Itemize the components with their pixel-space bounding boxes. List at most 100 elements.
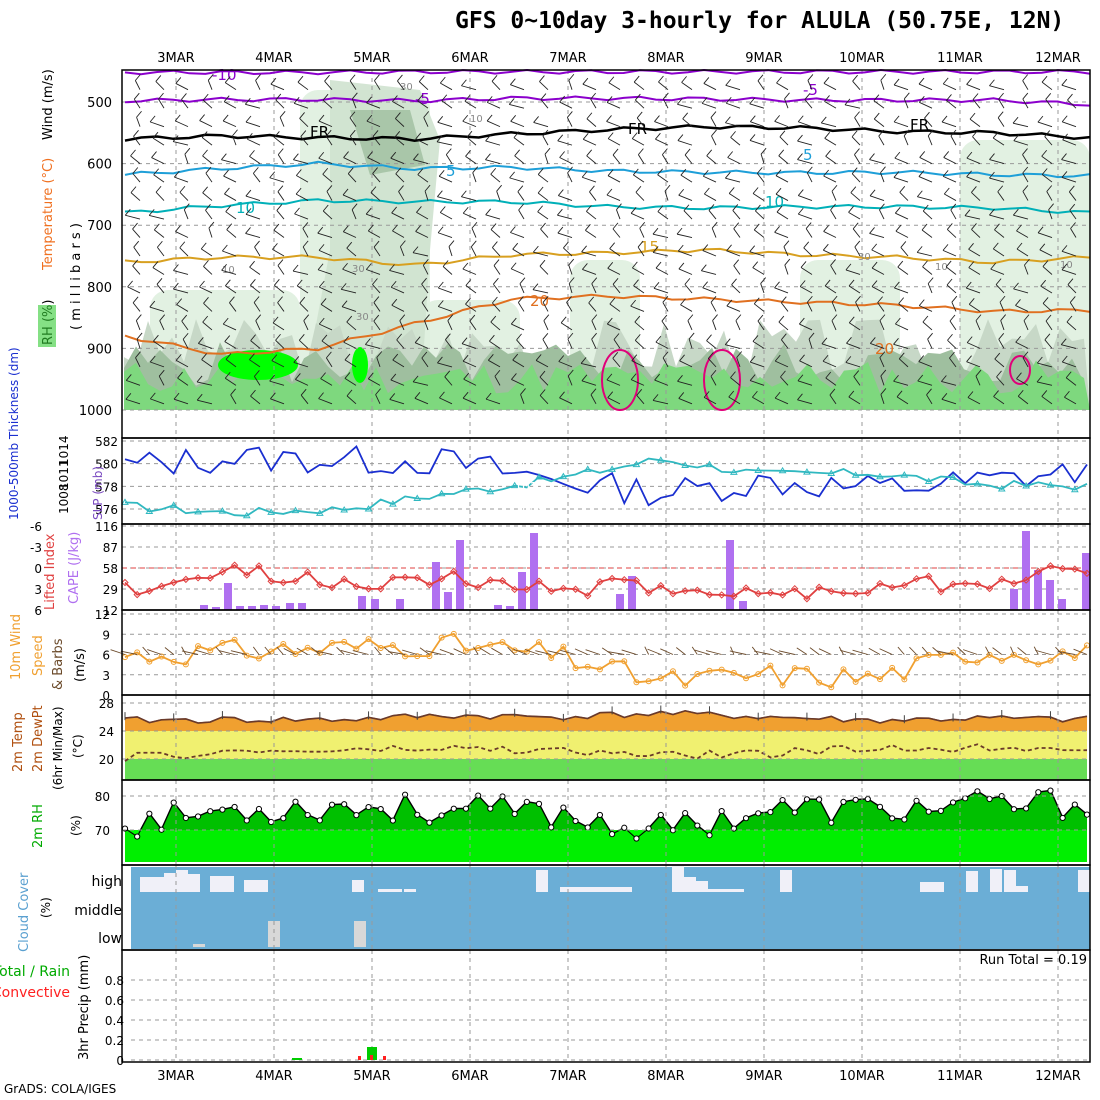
wind-barb xyxy=(755,210,765,220)
wind-barb-flag xyxy=(299,112,305,119)
wind-barb xyxy=(899,192,909,201)
contour-label: -10 xyxy=(212,66,237,84)
wind-barb xyxy=(896,396,909,405)
wind-barb xyxy=(537,174,549,183)
wind-barb xyxy=(918,176,933,183)
contour-label: 10 xyxy=(470,114,483,125)
wind-barb-flag xyxy=(153,168,159,176)
wind-barb xyxy=(823,82,837,91)
wind-barb xyxy=(207,80,213,90)
wind-barb-flag xyxy=(580,357,587,364)
wind-barb xyxy=(632,267,645,275)
wind-barb xyxy=(464,100,477,109)
wind-barb xyxy=(438,175,453,183)
wind-barb xyxy=(540,228,549,238)
cloud-high-bar xyxy=(378,889,390,892)
rh2m-marker xyxy=(937,807,944,814)
wind-barb-flag xyxy=(894,151,901,159)
wind-barb-flag xyxy=(464,94,471,102)
lifted-marker xyxy=(425,581,434,589)
wind-barb xyxy=(893,343,909,349)
wind-barb xyxy=(975,375,981,386)
wind-barb-flag xyxy=(568,277,575,284)
wind-barb xyxy=(1062,361,1077,368)
y-tick-label: 578 xyxy=(95,480,118,494)
wind-barb-flag xyxy=(1069,296,1076,303)
wind-barb xyxy=(852,228,861,238)
below-surface xyxy=(122,410,1090,438)
wind-barb xyxy=(396,339,405,349)
lifted-marker xyxy=(340,575,348,583)
cape-bar xyxy=(1010,589,1018,610)
wind-barb-flag xyxy=(591,314,598,321)
wind-barb-flag xyxy=(703,187,710,195)
wind-barb-flag xyxy=(708,204,715,211)
y2-tick-label: 29 xyxy=(103,583,118,597)
wind-speed-marker xyxy=(913,655,920,662)
wind-ylabel-d: (m/s) xyxy=(73,648,88,682)
wind-barb xyxy=(225,211,237,220)
temp-ylabel-a: 2m Temp xyxy=(11,712,26,772)
lifted-marker xyxy=(900,581,909,590)
wind-barb xyxy=(441,100,453,109)
rh2m-bright-overlay xyxy=(125,830,1087,862)
wind-barb xyxy=(1069,209,1077,220)
legend-total: Total / Rain xyxy=(0,964,70,980)
wind-barb-flag xyxy=(250,278,256,286)
rh2m-marker xyxy=(718,807,725,815)
wind-barb-flag xyxy=(706,334,712,341)
wind-barb xyxy=(854,117,861,127)
wind-barb xyxy=(132,302,141,312)
wind-speed-marker xyxy=(255,655,262,662)
ylabel-rh2m: 2m RH xyxy=(31,804,46,848)
wind-barb xyxy=(941,121,957,128)
wind-barb xyxy=(677,103,693,109)
wind-barb xyxy=(678,398,693,405)
wind-barb xyxy=(893,84,909,91)
wind-barb xyxy=(417,174,429,183)
slp-marker xyxy=(632,460,641,468)
rh2m-marker xyxy=(706,832,713,839)
wind-barb-flag xyxy=(797,374,804,382)
wind-barb xyxy=(252,646,260,655)
wind-barb-flag xyxy=(295,187,302,195)
cloud-high-bar xyxy=(990,869,1002,892)
slp-marker xyxy=(267,508,276,515)
wind-barb-flag xyxy=(539,370,546,378)
rh2m-marker xyxy=(949,799,957,806)
wind-barb-flag xyxy=(586,112,593,120)
wind-barb-flag xyxy=(132,259,138,267)
wind-barb xyxy=(1064,396,1077,405)
wind-barb xyxy=(992,137,1005,146)
wind-barb xyxy=(806,172,813,183)
wind-barb-flag xyxy=(175,354,182,361)
contour-label: FR xyxy=(310,123,329,141)
wind-barb xyxy=(798,213,813,220)
wind-barb xyxy=(879,357,885,368)
wind-barb-flag xyxy=(1062,133,1068,141)
wind-barb xyxy=(873,118,885,127)
wind-barb xyxy=(971,229,981,238)
wind-barb xyxy=(607,267,621,275)
wind-barb-flag xyxy=(1040,279,1047,287)
wind-barb-flag xyxy=(374,74,380,81)
y-tick-label: 580 xyxy=(95,458,118,472)
wind-barb xyxy=(232,135,237,146)
wind-barb xyxy=(300,394,309,405)
wind-barb xyxy=(879,648,893,655)
wind-barb-flag xyxy=(989,79,995,87)
wind-barb xyxy=(391,304,405,312)
rh2m-marker xyxy=(353,812,360,819)
wind-barb-flag xyxy=(275,93,282,101)
wind-barb-flag xyxy=(590,92,597,100)
wind-barb xyxy=(520,394,525,404)
wind-barb xyxy=(440,82,453,91)
wind-barb xyxy=(462,397,477,405)
cape-bar xyxy=(628,576,636,610)
wind-barb xyxy=(164,647,174,655)
wind-barb-flag xyxy=(223,169,229,177)
wind-barb-flag xyxy=(994,352,1001,360)
wind-barb-flag xyxy=(346,389,353,397)
wind-barb-flag xyxy=(490,167,497,175)
wind-barb-flag xyxy=(808,332,815,340)
